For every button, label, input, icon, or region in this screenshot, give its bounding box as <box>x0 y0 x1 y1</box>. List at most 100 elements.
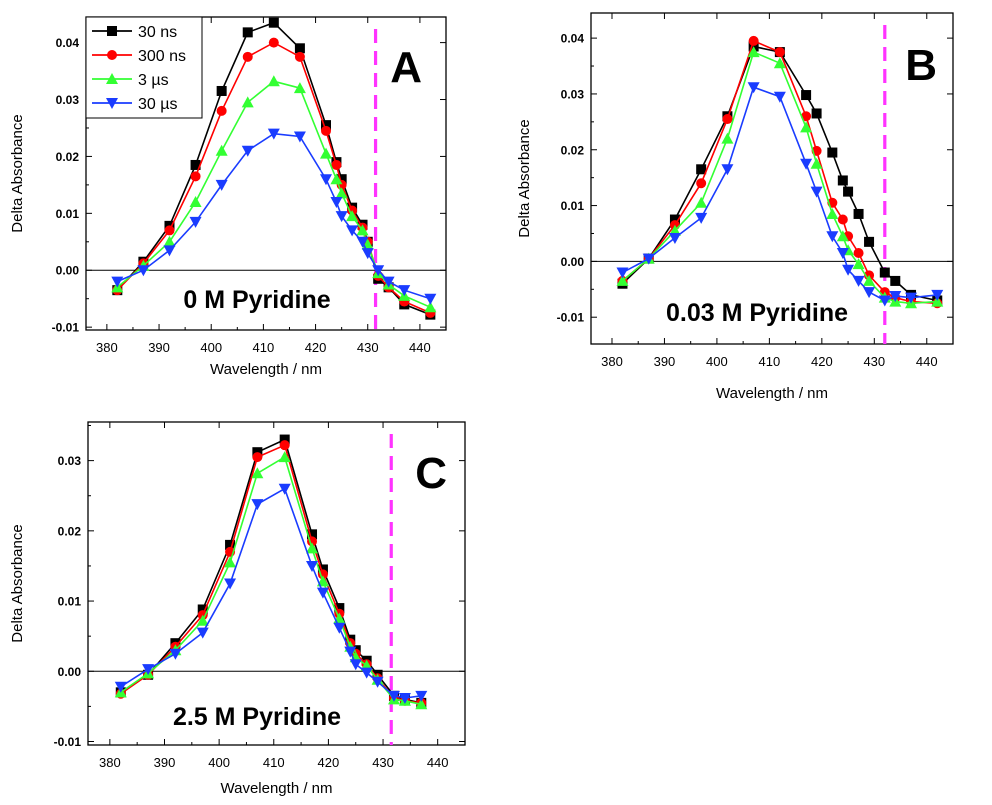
x-tick-label: 420 <box>305 340 327 355</box>
series-square <box>115 434 427 708</box>
series-line <box>120 487 422 699</box>
data-point <box>356 224 369 236</box>
data-point <box>826 231 839 243</box>
x-tick-label: 400 <box>208 755 230 770</box>
panel-letter-a: A <box>390 43 422 92</box>
data-point <box>811 108 822 119</box>
data-point <box>616 274 629 286</box>
data-point <box>387 690 400 702</box>
data-point <box>695 196 708 208</box>
series-square <box>617 41 943 306</box>
x-tick-label: 430 <box>372 755 394 770</box>
data-point <box>836 248 849 260</box>
x-tick-label: 390 <box>654 354 676 369</box>
series-triangle-down <box>616 82 944 307</box>
data-point <box>306 560 319 572</box>
data-point <box>931 295 944 307</box>
data-point <box>268 37 279 48</box>
data-point <box>424 293 437 305</box>
data-point <box>668 232 681 244</box>
data-point <box>278 483 291 495</box>
x-tick-label: 410 <box>253 340 275 355</box>
x-tick-label: 420 <box>811 354 833 369</box>
y-tick-label: 0.02 <box>58 524 82 538</box>
y-tick-label: 0.01 <box>56 207 80 221</box>
data-point <box>307 529 318 540</box>
data-point <box>801 111 812 122</box>
data-point <box>267 75 280 87</box>
data-point <box>800 121 813 133</box>
data-point <box>321 120 331 131</box>
data-point <box>251 467 264 479</box>
data-point <box>189 216 202 228</box>
x-tick-label: 420 <box>318 755 340 770</box>
y-tick-label: -0.01 <box>557 311 585 325</box>
data-point <box>773 91 786 103</box>
data-point <box>863 274 876 286</box>
data-point <box>810 157 823 169</box>
plot-frame <box>87 421 466 746</box>
data-point <box>334 603 345 614</box>
y-tick-label: -0.01 <box>52 321 80 335</box>
data-point <box>190 159 201 170</box>
series-triangle-down <box>114 483 428 704</box>
data-point <box>774 47 785 58</box>
legend: 30 ns 300 ns 3 µs 30 µs <box>85 16 203 119</box>
x-tick-label: 440 <box>427 755 449 770</box>
x-tick-label: 400 <box>706 354 728 369</box>
y-tick-label: 0.03 <box>561 87 585 101</box>
panel-a: 380 390 400 410 420 430 440 -0.01 0.00 0.01 0.02 0.… <box>9 16 447 378</box>
data-point <box>878 295 891 307</box>
data-point <box>294 43 305 54</box>
y-tick-label: 0.02 <box>56 150 80 164</box>
data-point <box>853 208 864 219</box>
data-point <box>721 132 734 144</box>
legend-label: 3 µs <box>138 72 169 89</box>
data-point <box>696 178 707 189</box>
y-tick-label: 0.01 <box>561 199 585 213</box>
y-tick-label: -0.01 <box>54 735 82 749</box>
panel-letter-c: C <box>415 449 447 498</box>
data-point <box>382 276 395 288</box>
x-tick-label: 390 <box>154 755 176 770</box>
x-tick-label: 430 <box>863 354 885 369</box>
series-line <box>120 444 422 704</box>
data-point <box>320 147 332 159</box>
data-point <box>616 267 629 279</box>
data-point <box>163 235 176 247</box>
data-point <box>826 207 839 219</box>
data-point <box>196 627 209 639</box>
legend-label: 30 ns <box>138 24 177 41</box>
series-line <box>621 51 938 305</box>
series-line <box>120 438 422 704</box>
data-point <box>889 290 902 302</box>
data-point <box>810 186 823 198</box>
series-line <box>621 39 938 305</box>
data-point <box>164 225 175 236</box>
data-point <box>842 264 855 276</box>
x-tick-label: 390 <box>148 340 170 355</box>
y-tick-label: 0.03 <box>56 93 80 107</box>
data-point <box>931 289 944 301</box>
x-tick-label: 380 <box>96 340 118 355</box>
data-point <box>320 174 332 186</box>
data-point <box>415 698 428 710</box>
data-point <box>721 164 734 176</box>
data-point <box>279 434 290 445</box>
y-tick-label: 0.02 <box>561 143 585 157</box>
data-point <box>696 164 707 175</box>
data-point <box>241 96 254 108</box>
data-point <box>344 646 357 658</box>
data-point <box>747 82 760 94</box>
data-point <box>668 224 681 236</box>
data-point <box>321 125 331 136</box>
data-point <box>331 159 342 170</box>
data-point <box>349 659 362 671</box>
data-point <box>863 287 876 299</box>
data-point <box>224 578 237 590</box>
data-point <box>137 265 150 277</box>
y-tick-label: 0.04 <box>561 32 585 46</box>
series-triangle-down <box>111 128 437 305</box>
data-point <box>225 539 236 550</box>
data-point <box>371 676 384 688</box>
